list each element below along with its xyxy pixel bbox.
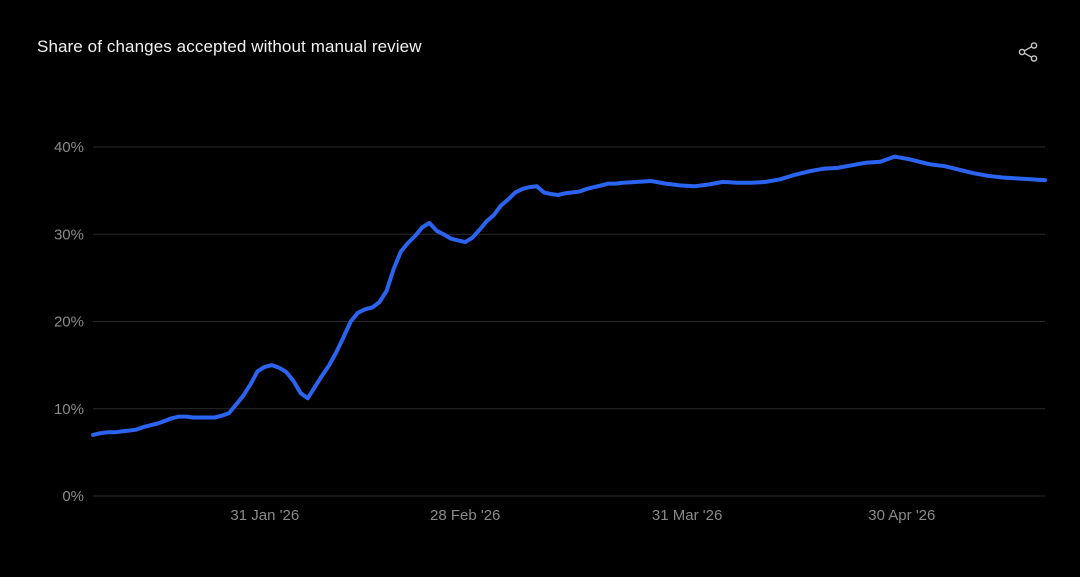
x-tick-label: 31 Mar '26	[652, 507, 722, 524]
series-line	[91, 154, 1047, 437]
x-tick-label: 30 Apr '26	[868, 507, 935, 524]
share-icon	[1018, 42, 1038, 62]
y-tick-label: 0%	[62, 488, 84, 505]
y-tick-label: 30%	[54, 226, 84, 243]
y-tick-label: 20%	[54, 314, 84, 331]
chart-title: Share of changes accepted without manual…	[37, 37, 422, 56]
x-tick-label: 31 Jan '26	[230, 507, 299, 524]
share-button[interactable]	[1016, 40, 1040, 64]
y-tick-label: 10%	[54, 401, 84, 418]
x-tick-label: 28 Feb '26	[430, 507, 500, 524]
y-tick-label: 40%	[54, 139, 84, 156]
